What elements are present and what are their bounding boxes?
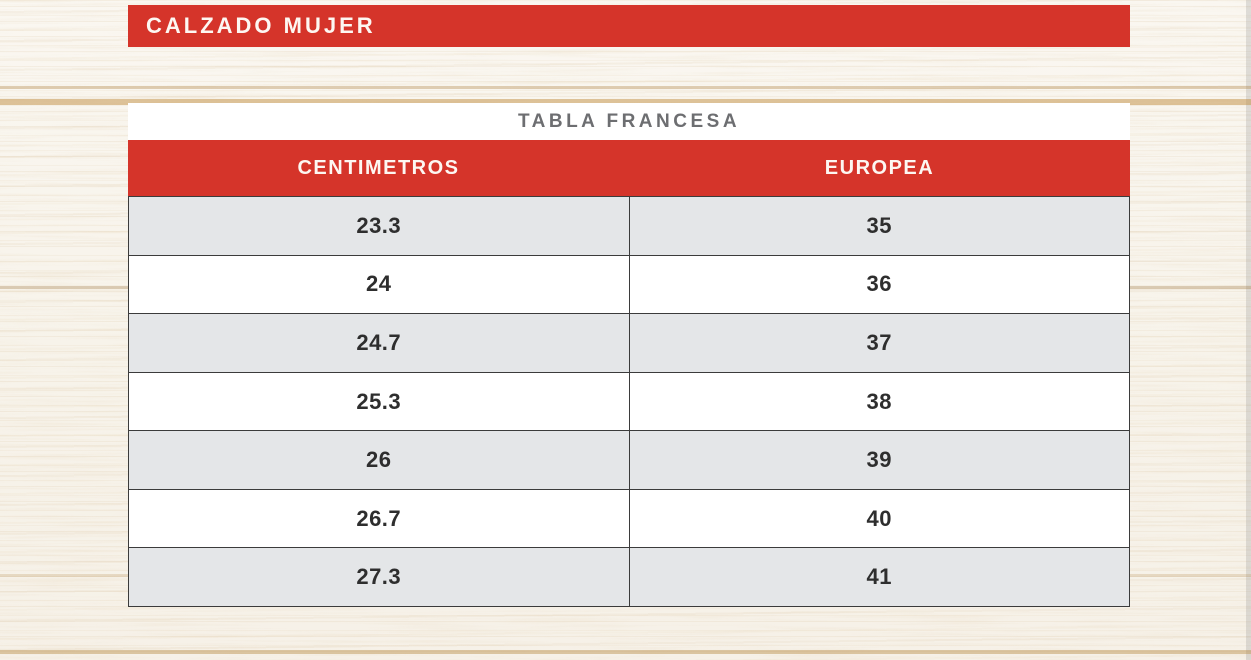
cell-centimetros: 24.7 [129, 314, 630, 372]
cell-centimetros: 23.3 [129, 197, 630, 255]
table-body: 23.3 35 24 36 24.7 37 25.3 38 26 39 26.7… [128, 196, 1130, 607]
table-row: 24 36 [129, 254, 1129, 314]
column-header-centimetros: CENTIMETROS [297, 156, 460, 179]
cell-europea: 39 [866, 447, 892, 473]
cell-europea: 36 [866, 271, 892, 297]
table-title: TABLA FRANCESA [128, 103, 1130, 140]
table-row: 27.3 41 [129, 547, 1129, 607]
cell-centimetros: 26 [129, 431, 630, 489]
page-title-banner: CALZADO MUJER [128, 5, 1130, 47]
cell-europea: 41 [866, 564, 892, 590]
cell-europea: 35 [866, 212, 892, 238]
cell-centimetros: 25.3 [129, 372, 630, 431]
table-row: 26.7 40 [129, 488, 1129, 548]
cell-centimetros: 26.7 [129, 489, 630, 548]
table-row: 25.3 38 [129, 371, 1129, 431]
cell-centimetros: 27.3 [129, 548, 630, 607]
cell-centimetros: 24 [129, 255, 630, 314]
size-table-panel: TABLA FRANCESA CENTIMETROS EUROPEA 23.3 … [128, 103, 1130, 607]
table-row: 24.7 37 [129, 313, 1129, 372]
cell-europea: 40 [866, 505, 892, 531]
page-title: CALZADO MUJER [146, 13, 376, 38]
table-header-row: CENTIMETROS EUROPEA [128, 140, 1130, 196]
table-row: 26 39 [129, 430, 1129, 489]
table-row: 23.3 35 [129, 197, 1129, 255]
column-header-europea: EUROPEA [824, 156, 935, 179]
cell-europea: 38 [866, 388, 892, 414]
cell-europea: 37 [866, 329, 892, 355]
